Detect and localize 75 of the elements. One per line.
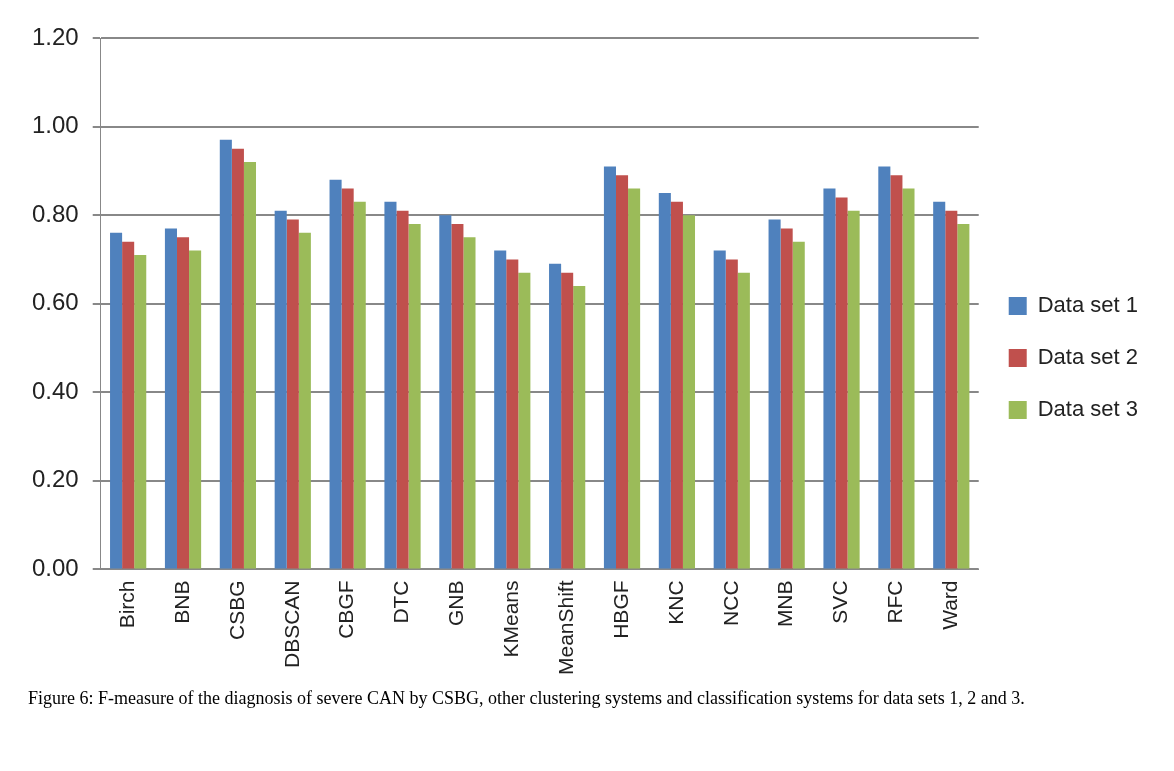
y-tick-label: 0.60 (31, 288, 79, 316)
x-tick-label: MNB (773, 580, 797, 628)
bar (243, 162, 257, 569)
bar (957, 224, 970, 569)
bar (408, 224, 421, 569)
bar (847, 210, 860, 569)
bar (463, 237, 476, 569)
bar (110, 232, 123, 569)
bar (792, 241, 805, 569)
y-tick-label: 0.40 (31, 376, 79, 404)
bar (780, 228, 793, 569)
bar (878, 166, 891, 569)
legend-label: Data set 2 (1037, 344, 1138, 370)
y-tick-label: 0.80 (31, 199, 79, 227)
bar (506, 259, 519, 569)
x-tick-label: Birch (114, 580, 138, 629)
y-tick-label: 1.00 (31, 111, 79, 139)
x-tick-label: RFC (883, 580, 907, 624)
y-tick-label: 0.00 (31, 554, 79, 582)
bar (725, 259, 738, 569)
x-tick-label: KNC (663, 580, 687, 625)
x-tick-label: BNB (169, 580, 193, 624)
legend-label: Data set 1 (1037, 292, 1138, 318)
bar (549, 263, 562, 569)
bar (286, 219, 299, 569)
bar (176, 237, 190, 569)
bar (823, 188, 836, 569)
bar (231, 148, 244, 569)
bar (658, 193, 671, 569)
bar (933, 201, 946, 569)
x-tick-label: CBGF (334, 580, 358, 639)
x-tick-label: CSBG (224, 580, 248, 640)
bar (768, 219, 781, 569)
x-tick-label: KMeans (499, 580, 523, 658)
x-tick-label: DTC (389, 580, 413, 624)
bar (329, 179, 342, 569)
bar (384, 201, 397, 569)
bar (164, 228, 177, 569)
bar (189, 250, 202, 569)
x-tick-label: NCC (718, 580, 742, 626)
bar (737, 272, 750, 569)
bar (219, 139, 232, 569)
x-tick-label: HBGF (608, 580, 632, 639)
bar (713, 250, 726, 569)
legend-label: Data set 3 (1037, 396, 1138, 422)
bar (341, 188, 354, 569)
bar (274, 210, 287, 569)
y-tick-label: 1.20 (31, 22, 79, 50)
x-tick-label: SVC (828, 580, 852, 624)
y-tick-label: 0.20 (31, 465, 79, 493)
bar (945, 210, 958, 569)
bar (134, 255, 147, 569)
bar (494, 250, 507, 569)
bar (902, 188, 915, 569)
x-tick-label: GNB (444, 580, 468, 626)
bar (682, 215, 696, 569)
caption: Figure 6: F-measure of the diagnosis of severe CAN by CSBG, other clustering systems and classification systems for data sets 1, 2 and 3. (27, 688, 1026, 709)
bar (353, 201, 366, 569)
x-tick-label: MeanShift (553, 580, 577, 676)
bar (628, 188, 641, 569)
bar (439, 215, 452, 569)
bar (561, 272, 574, 569)
bar (451, 224, 464, 569)
bar (298, 232, 311, 569)
bar (615, 175, 629, 569)
bar (122, 241, 135, 569)
bar (603, 166, 616, 569)
bar (573, 286, 586, 569)
bar (396, 210, 409, 569)
bar (670, 201, 683, 569)
x-tick-label: Ward (938, 580, 962, 630)
bar (890, 175, 903, 569)
bar (518, 272, 531, 569)
bar (835, 197, 848, 569)
x-tick-label: DBSCAN (279, 580, 303, 668)
